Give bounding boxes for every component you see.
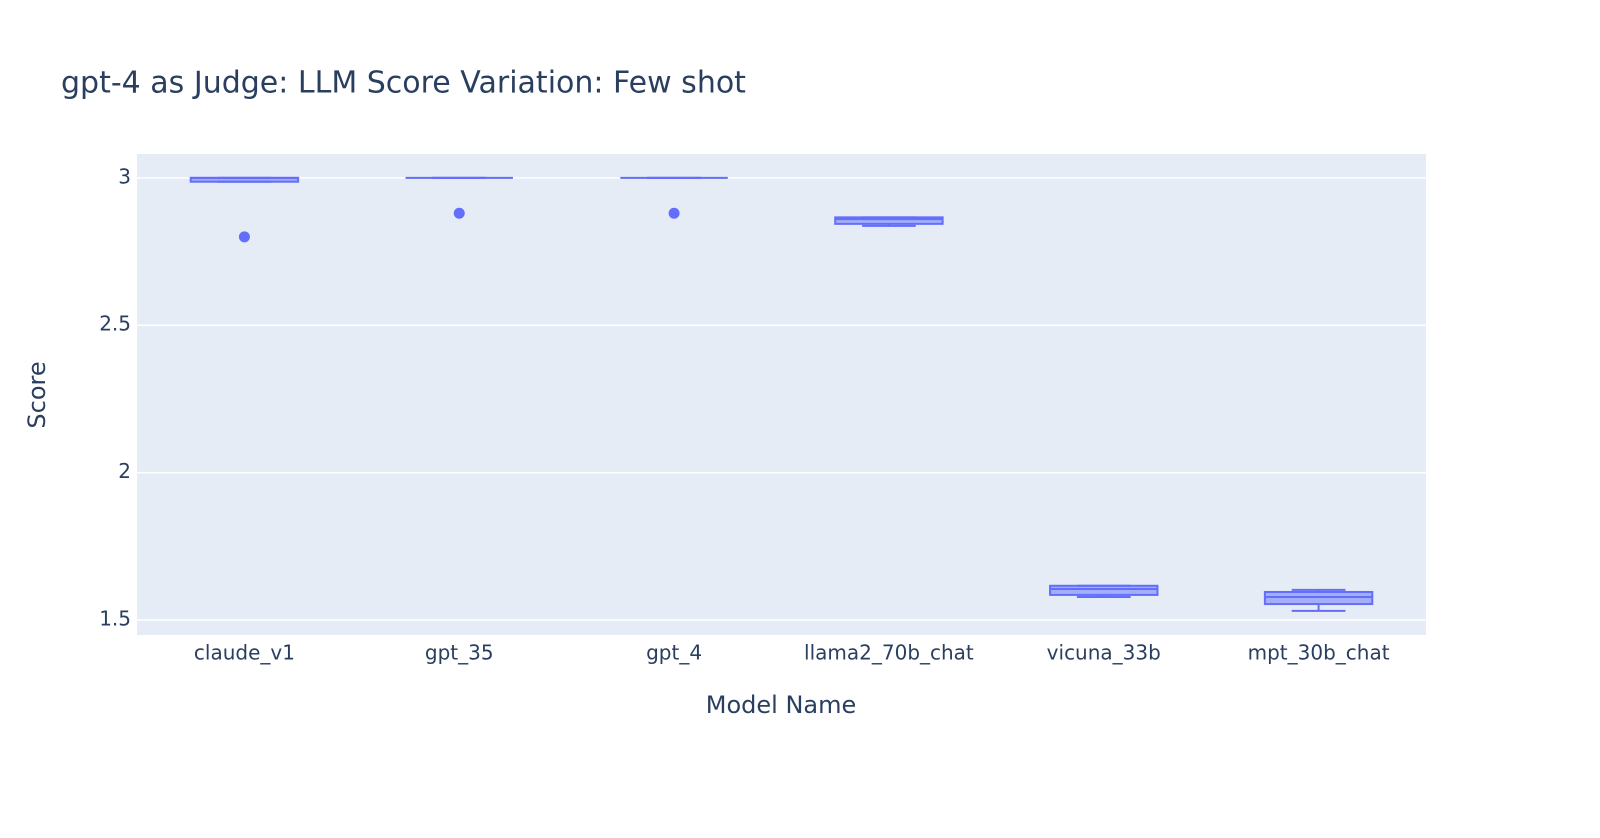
box xyxy=(1263,590,1374,606)
outlier xyxy=(238,231,250,243)
y-tick-label: 2 xyxy=(118,459,131,483)
x-tick-label: claude_v1 xyxy=(194,641,295,665)
outlier xyxy=(453,207,465,219)
x-tick-label: gpt_35 xyxy=(425,641,494,665)
x-axis-label: Model Name xyxy=(706,691,857,719)
x-tick-label: vicuna_33b xyxy=(1047,641,1161,665)
box xyxy=(1049,584,1159,596)
y-tick-label: 3 xyxy=(118,164,131,188)
y-axis-label: Score xyxy=(23,361,51,428)
x-tick-label: mpt_30b_chat xyxy=(1248,641,1390,665)
chart-title: gpt-4 as Judge: LLM Score Variation: Few… xyxy=(61,66,746,101)
x-tick-label: llama2_70b_chat xyxy=(804,641,974,665)
outlier xyxy=(668,207,680,219)
box xyxy=(834,216,944,225)
plot-area xyxy=(137,154,1426,635)
y-tick-label: 2.5 xyxy=(99,312,131,336)
y-tick-label: 1.5 xyxy=(99,606,131,630)
x-tick-label: gpt_4 xyxy=(646,641,702,665)
